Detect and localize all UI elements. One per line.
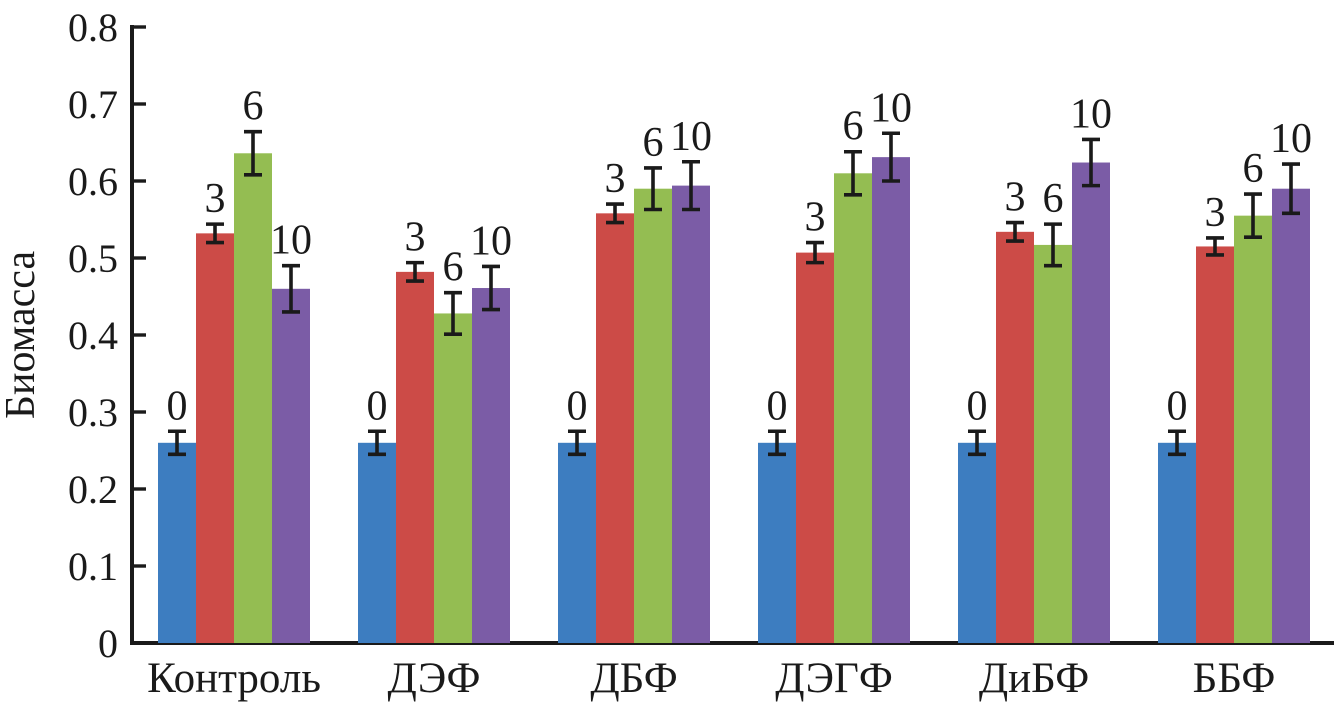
- y-tick-label: 0.5: [68, 236, 118, 281]
- y-tick-label: 0.8: [68, 5, 118, 50]
- bar-dose-label: 3: [1005, 175, 1026, 221]
- bar-group0-dose10: [272, 288, 310, 643]
- y-tick-label: 0.1: [68, 544, 118, 589]
- bar-group5-dose0: [1158, 442, 1196, 643]
- bar-group1-dose6: [434, 313, 472, 643]
- bar-dose-label: 0: [367, 383, 388, 429]
- x-category-label: ББФ: [1193, 655, 1276, 702]
- bar-group1-dose0: [358, 442, 396, 643]
- bar-dose-label: 3: [405, 215, 426, 261]
- bar-dose-label: 6: [843, 104, 864, 150]
- x-category-label: ДЭГФ: [775, 655, 893, 702]
- bar-group5-dose6: [1234, 215, 1272, 643]
- bar-dose-label: 6: [443, 245, 464, 291]
- bar-group0-dose0: [158, 442, 196, 643]
- bar-group0-dose6: [234, 153, 272, 643]
- bar-group3-dose10: [872, 157, 910, 643]
- bar-dose-label: 0: [1167, 383, 1188, 429]
- bar-group3-dose6: [834, 173, 872, 644]
- bar-dose-label: 10: [1270, 116, 1312, 162]
- y-axis-title: Биомасса: [0, 251, 44, 420]
- bar-dose-label: 6: [1043, 176, 1064, 222]
- bar-group1-dose10: [472, 288, 510, 643]
- bar-group3-dose3: [796, 252, 834, 644]
- bar-group3-dose0: [758, 442, 796, 643]
- bar-group2-dose3: [596, 213, 634, 643]
- bar-dose-label: 10: [870, 85, 912, 131]
- bar-group2-dose10: [672, 185, 710, 643]
- bar-dose-label: 0: [567, 383, 588, 429]
- bar-group4-dose0: [958, 442, 996, 643]
- bar-dose-label: 0: [967, 383, 988, 429]
- bar-dose-label: 10: [670, 114, 712, 160]
- bar-group4-dose6: [1034, 244, 1072, 643]
- y-tick-label: 0.7: [68, 82, 118, 127]
- y-tick-label: 0: [98, 621, 118, 666]
- y-tick-label: 0.6: [68, 159, 118, 204]
- bar-dose-label: 3: [205, 176, 226, 222]
- bar-dose-label: 6: [1243, 146, 1264, 192]
- x-category-label: Контроль: [147, 655, 321, 702]
- bar-group5-dose10: [1272, 188, 1310, 643]
- bar-dose-label: 0: [167, 383, 188, 429]
- bar-dose-label: 6: [243, 84, 264, 130]
- bar-dose-label: 10: [270, 218, 312, 264]
- bar-dose-label: 6: [643, 120, 664, 166]
- bar-group1-dose3: [396, 271, 434, 643]
- y-tick-label: 0.4: [68, 313, 118, 358]
- bar-group0-dose3: [196, 233, 234, 644]
- bar-dose-label: 10: [470, 218, 512, 264]
- bar-group5-dose3: [1196, 246, 1234, 643]
- x-category-label: ДБФ: [590, 655, 677, 702]
- bar-dose-label: 0: [767, 383, 788, 429]
- bar-dose-label: 3: [605, 156, 626, 202]
- bar-group2-dose6: [634, 188, 672, 643]
- x-category-label: ДиБФ: [979, 655, 1089, 702]
- bar-group2-dose0: [558, 442, 596, 643]
- y-tick-label: 0.2: [68, 467, 118, 512]
- bar-dose-label: 3: [1205, 190, 1226, 236]
- bar-dose-label: 3: [805, 195, 826, 241]
- bar-dose-label: 10: [1070, 91, 1112, 137]
- bar-group4-dose3: [996, 231, 1034, 643]
- y-tick-label: 0.3: [68, 390, 118, 435]
- x-category-label: ДЭФ: [388, 655, 481, 702]
- bar-group4-dose10: [1072, 162, 1110, 643]
